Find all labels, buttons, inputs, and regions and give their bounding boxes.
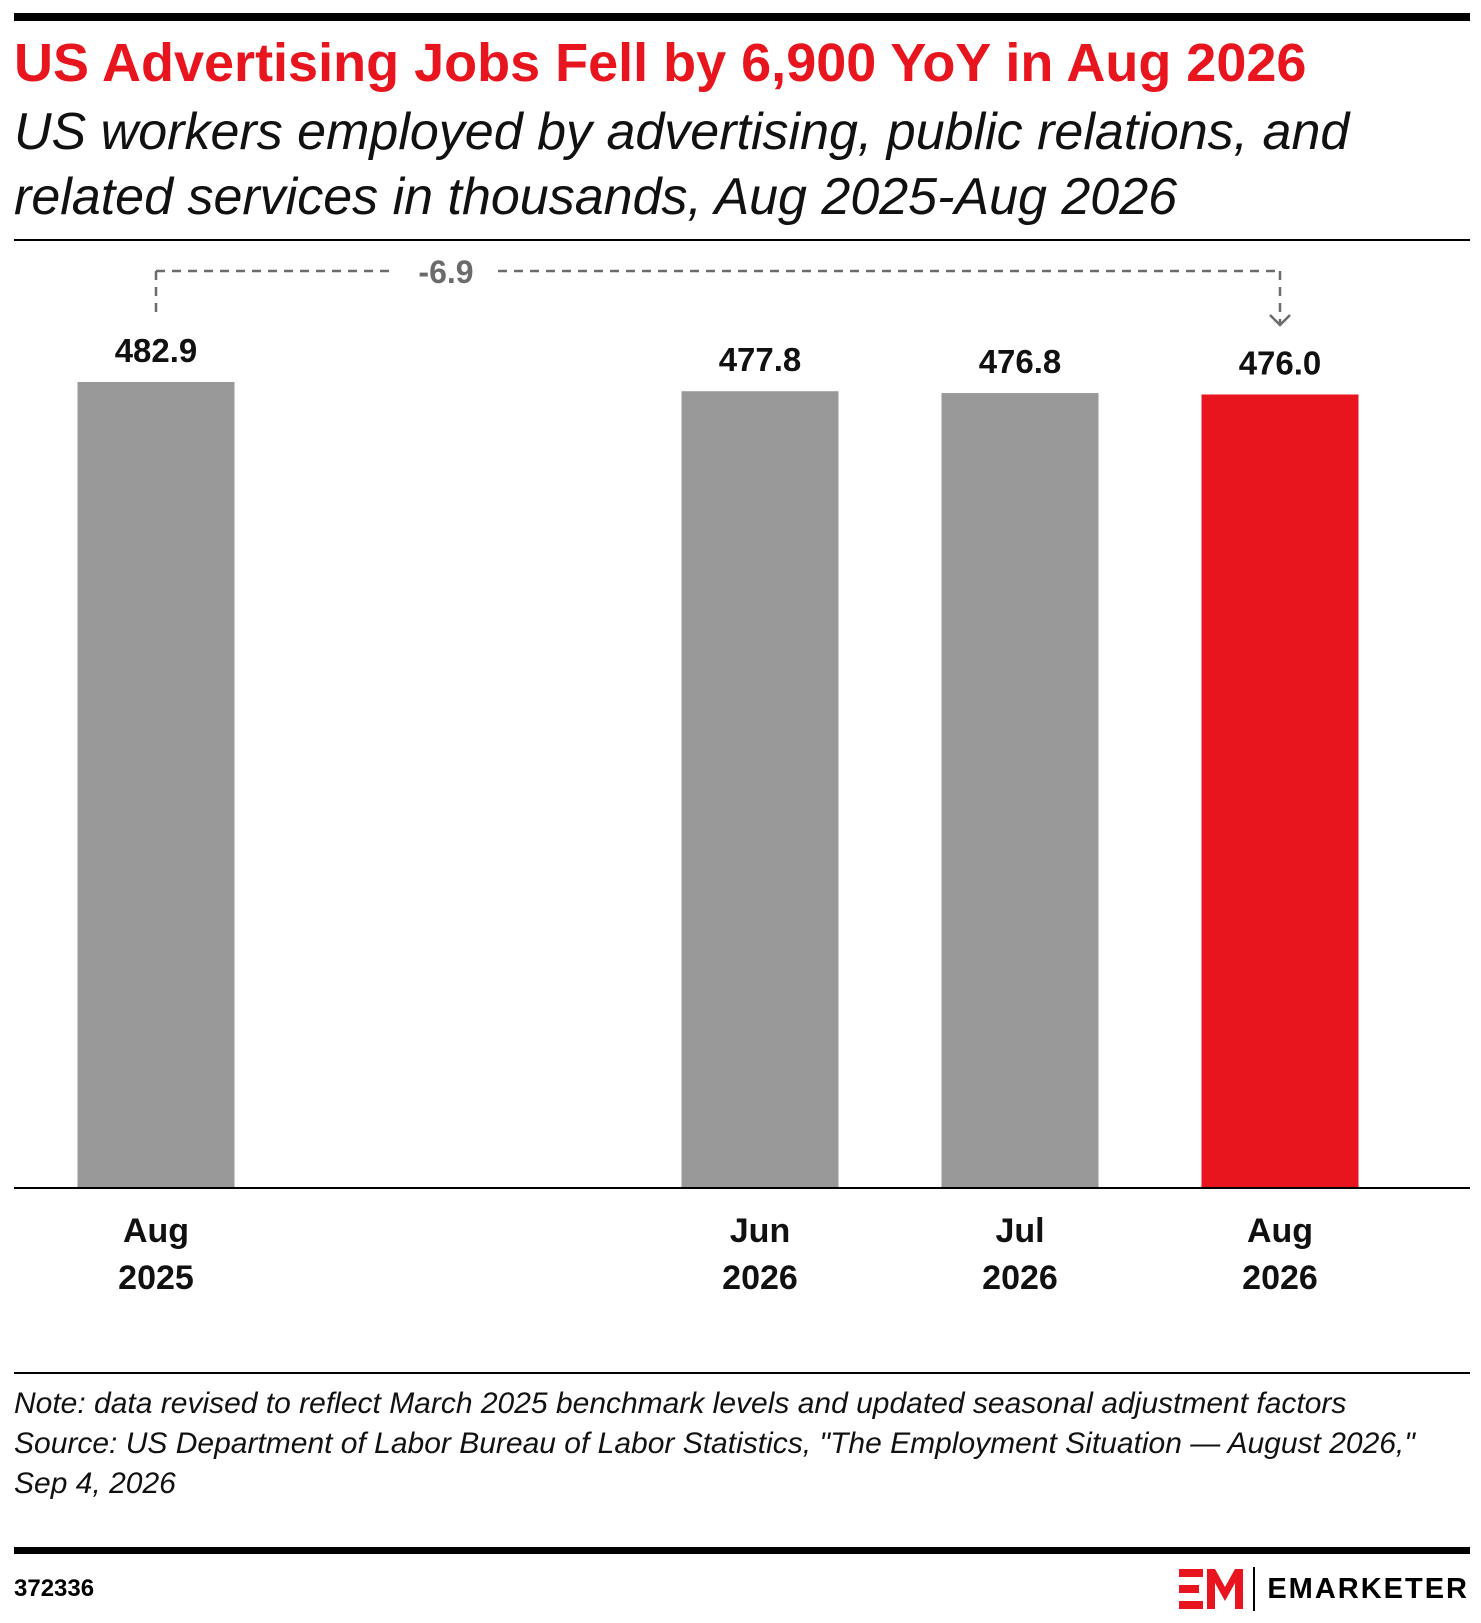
bar-highlight <box>1201 394 1359 1188</box>
x-tick-label: 2025 <box>118 1259 194 1297</box>
x-tick-label: 2026 <box>982 1259 1058 1297</box>
brand-name: EMARKETER <box>1267 1573 1469 1605</box>
data-label: 477.8 <box>719 341 802 378</box>
bar-chart: 482.9 Aug 2025 477.8 Jun 2026 476.8 Jul 2026 476.… <box>14 254 1470 1297</box>
source-text: Source: US Department of Labor Bureau of… <box>14 1427 1415 1500</box>
chart-id: 372336 <box>14 1575 95 1602</box>
x-tick-label: Jul <box>995 1212 1044 1250</box>
data-label: 482.9 <box>115 332 198 369</box>
data-label: 476.0 <box>1239 345 1322 382</box>
bar <box>681 391 839 1188</box>
bottom-rule <box>14 1547 1470 1554</box>
top-rule <box>14 13 1470 21</box>
bar <box>77 382 235 1188</box>
x-tick-label: 2026 <box>722 1259 798 1297</box>
chart-title: US Advertising Jobs Fell by 6,900 YoY in… <box>14 33 1307 93</box>
x-tick-label: Aug <box>1247 1212 1313 1250</box>
logo-divider <box>1253 1567 1256 1611</box>
subtitle-rule <box>14 239 1470 241</box>
chart-notes: Note: data revised to reflect March 2025… <box>14 1384 1470 1504</box>
bar <box>941 393 1099 1188</box>
x-tick-label: Aug <box>123 1212 189 1250</box>
note-text: Note: data revised to reflect March 2025… <box>14 1387 1347 1420</box>
annotation-label: -6.9 <box>418 254 473 290</box>
x-tick-label: Jun <box>730 1212 790 1250</box>
chart-subtitle: US workers employed by advertising, publ… <box>14 103 1350 226</box>
notes-rule <box>14 1372 1470 1374</box>
x-tick-label: 2026 <box>1242 1259 1318 1297</box>
data-label: 476.8 <box>979 343 1062 380</box>
em-logo-mark <box>1179 1569 1244 1609</box>
annotation-arrow-icon <box>1269 314 1291 327</box>
emarketer-logo: EMARKETER <box>1179 1567 1469 1611</box>
